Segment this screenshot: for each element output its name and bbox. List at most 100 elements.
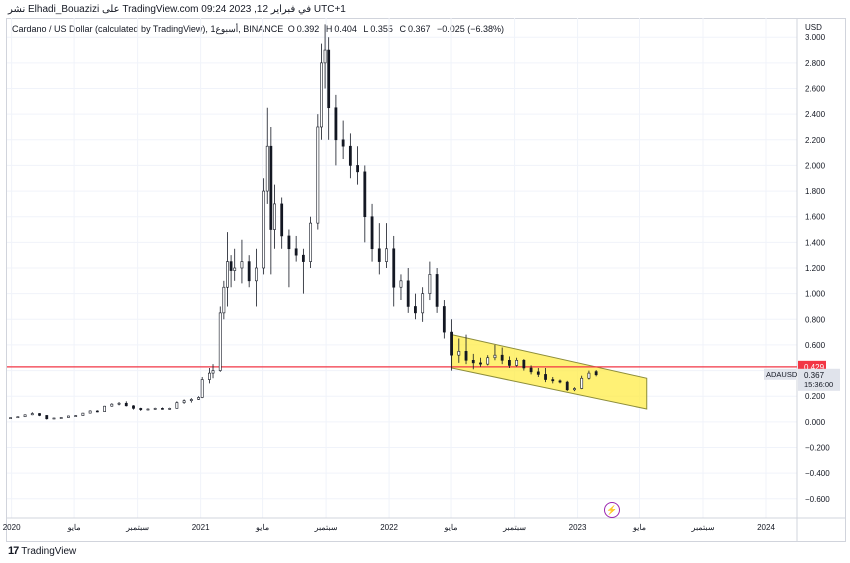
candle-up xyxy=(52,417,56,420)
candle-down xyxy=(471,360,475,364)
candle-up xyxy=(153,408,157,410)
candle-down xyxy=(269,145,273,230)
candle-up xyxy=(265,145,269,192)
time-tick-label: 2020 xyxy=(3,523,21,532)
candle-down xyxy=(124,402,128,407)
candle-down xyxy=(500,354,504,361)
close-value: C 0.367 xyxy=(399,24,431,34)
price-tick-label: 2.200 xyxy=(805,136,826,145)
tradingview-logo[interactable]: 17 TradingView xyxy=(8,545,76,557)
time-tick-label: 2023 xyxy=(569,523,587,532)
time-tick-label: 2022 xyxy=(380,523,398,532)
candle-down xyxy=(348,145,352,166)
high-value: H 0.404 xyxy=(325,24,357,34)
time-tick-label: 2021 xyxy=(192,523,210,532)
candle-up xyxy=(428,274,432,294)
candle-up xyxy=(103,405,106,412)
last-price-label: 0.367 xyxy=(804,371,825,380)
last-price-badge xyxy=(798,368,840,391)
time-tick-label: سبتمبر xyxy=(691,523,715,532)
candle-down xyxy=(406,280,410,307)
price-tick-label: 1.400 xyxy=(805,238,826,247)
price-tick-label: 2.400 xyxy=(805,110,826,119)
time-tick-label: سبتمبر xyxy=(314,523,338,532)
candle-up xyxy=(16,416,20,419)
candle-up xyxy=(200,379,204,398)
candle-down xyxy=(327,49,331,109)
candle-down xyxy=(522,360,526,369)
price-tick-label: 3.000 xyxy=(805,33,826,42)
candle-down xyxy=(161,408,164,410)
lightning-icon[interactable]: ⚡ xyxy=(604,502,620,518)
candle-up xyxy=(273,203,276,230)
candle-up xyxy=(233,267,237,271)
candle-down xyxy=(565,381,569,391)
candle-up xyxy=(23,414,27,418)
price-tick-label: 1.200 xyxy=(805,264,826,273)
candle-up xyxy=(587,372,591,379)
candle-down xyxy=(558,380,562,383)
candle-up xyxy=(218,312,222,371)
candle-up xyxy=(168,408,172,410)
candle-up xyxy=(421,293,425,314)
symbol-legend: Cardano / US Dollar (calculated by Tradi… xyxy=(12,24,506,35)
currency-label: USD xyxy=(805,23,822,32)
candle-down xyxy=(341,139,345,147)
price-tick-label: −0.600 xyxy=(805,495,830,504)
candle-down xyxy=(536,371,540,375)
candle-up xyxy=(385,248,388,262)
candle-down xyxy=(464,351,468,361)
level-price-label: 0.429 xyxy=(804,363,825,372)
open-value: O 0.392 xyxy=(287,24,320,34)
candle-down xyxy=(287,235,291,250)
candle-down xyxy=(334,107,338,141)
candle-up xyxy=(493,354,497,359)
candle-up xyxy=(110,403,114,407)
candle-down xyxy=(294,248,298,256)
candle-up xyxy=(240,261,244,269)
candle-up xyxy=(117,402,121,405)
candle-down xyxy=(45,415,49,420)
candle-down xyxy=(594,371,598,376)
candle-down xyxy=(551,379,555,382)
candle-down xyxy=(247,261,251,282)
candle-down xyxy=(139,408,143,410)
candle-down xyxy=(442,306,446,333)
time-tick-label: سبتمبر xyxy=(502,523,526,532)
candle-up xyxy=(226,261,229,288)
candle-down xyxy=(301,254,305,262)
price-tick-label: 0.800 xyxy=(805,315,826,324)
candle-up xyxy=(197,397,200,400)
chart-frame xyxy=(6,18,846,542)
tradingview-mark-icon: 17 xyxy=(8,545,19,557)
ticker-badge xyxy=(764,368,796,380)
candle-up xyxy=(486,357,490,365)
candle-up xyxy=(189,399,193,401)
time-tick-label: سبتمبر xyxy=(125,523,149,532)
price-tick-label: −0.400 xyxy=(805,469,830,478)
candle-down xyxy=(280,203,284,237)
candle-up xyxy=(309,222,313,262)
ticker-label: ADAUSD xyxy=(766,370,798,379)
change-value: −0.025 (−6.38%) xyxy=(436,24,505,34)
time-tick-label: مايو xyxy=(632,523,646,532)
candle-up xyxy=(316,126,320,224)
candle-up xyxy=(74,415,78,417)
time-tick-label: مايو xyxy=(255,523,269,532)
candle-up xyxy=(320,62,323,128)
descending-channel xyxy=(451,334,648,410)
price-tick-label: 2.000 xyxy=(805,161,826,170)
candle-up xyxy=(457,351,461,356)
price-tick-label: 1.000 xyxy=(805,290,826,299)
candle-down xyxy=(370,216,374,250)
candle-up xyxy=(59,417,63,419)
candle-down xyxy=(363,171,367,218)
candle-down xyxy=(229,261,233,271)
price-tick-label: 0.000 xyxy=(805,418,826,427)
symbol-title: Cardano / US Dollar (calculated by Tradi… xyxy=(12,24,284,34)
candle-down xyxy=(132,405,135,409)
publish-info: نشر Elhadi_Bouazizi على TradingView.com … xyxy=(8,4,346,15)
candle-down xyxy=(392,248,396,288)
candle-up xyxy=(211,370,215,374)
